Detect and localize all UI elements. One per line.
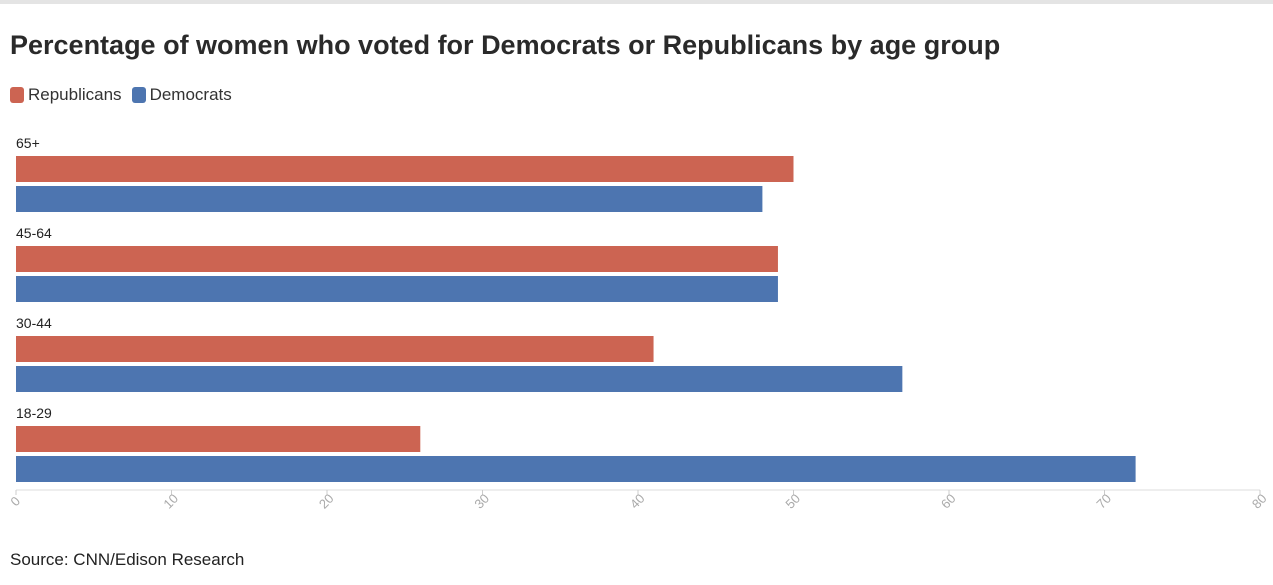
x-tick-label: 60 [938, 491, 959, 512]
bar-democrats-18-29 [16, 456, 1136, 482]
legend-label-democrats: Democrats [149, 85, 232, 104]
source-note: Source: CNN/Edison Research [10, 550, 245, 569]
bar-republicans-65+ [16, 156, 794, 182]
x-tick-label: 20 [316, 491, 337, 512]
x-tick-label: 40 [627, 491, 648, 512]
bar-democrats-45-64 [16, 276, 778, 302]
bar-democrats-65+ [16, 186, 763, 212]
x-tick-label: 80 [1249, 491, 1270, 512]
x-tick-label: 0 [7, 493, 23, 509]
legend-item-democrats[interactable]: Democrats [131, 85, 232, 105]
bar-republicans-18-29 [16, 426, 421, 452]
x-tick-label: 70 [1093, 491, 1114, 512]
legend-item-republicans[interactable]: Republicans [10, 85, 122, 105]
legend-label-republicans: Republicans [28, 85, 122, 104]
x-tick-label: 30 [471, 491, 492, 512]
top-rule [0, 0, 1273, 4]
bar-democrats-30-44 [16, 366, 903, 392]
legend: Republicans Democrats [10, 85, 242, 105]
x-tick-label: 50 [782, 491, 803, 512]
chart-title: Percentage of women who voted for Democr… [10, 30, 1001, 60]
x-tick-label: 10 [160, 491, 181, 512]
category-label: 65+ [16, 135, 40, 151]
legend-swatch-republicans [10, 87, 24, 103]
bar-republicans-45-64 [16, 246, 778, 272]
category-label: 30-44 [16, 315, 52, 331]
category-label: 45-64 [16, 225, 52, 241]
legend-swatch-democrats [131, 87, 146, 103]
bar-republicans-30-44 [16, 336, 654, 362]
category-label: 18-29 [16, 405, 52, 421]
bar-chart: 65+ 45-64 30-44 18-29 0 10 20 30 40 50 60 70 80 [7, 135, 1270, 512]
